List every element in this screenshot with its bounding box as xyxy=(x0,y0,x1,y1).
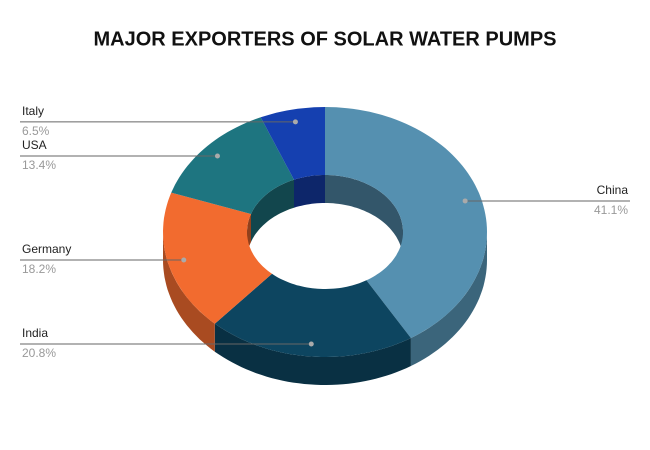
category-label: China xyxy=(597,183,629,197)
category-label: Germany xyxy=(22,242,71,256)
slice xyxy=(163,192,272,324)
slice xyxy=(214,273,411,357)
value-label: 6.5% xyxy=(22,124,50,138)
leader-dot xyxy=(181,257,187,263)
leader-dot xyxy=(292,119,298,125)
chart-title: MAJOR EXPORTERS OF SOLAR WATER PUMPS xyxy=(94,28,557,50)
slice-side xyxy=(214,323,411,385)
slice xyxy=(325,107,487,338)
category-label: USA xyxy=(22,138,47,152)
leader-dot xyxy=(214,153,220,159)
slice-inner-wall xyxy=(294,175,325,208)
slice-side xyxy=(410,232,487,366)
slice-side xyxy=(163,232,215,352)
slice-inner-wall xyxy=(325,175,403,260)
leader-dot xyxy=(462,198,468,204)
value-label: 18.2% xyxy=(22,262,56,276)
slice xyxy=(171,117,294,214)
value-label: 41.1% xyxy=(594,203,628,217)
category-label: India xyxy=(22,326,48,340)
leader-dot xyxy=(308,341,314,347)
slice-inner-wall xyxy=(251,179,294,242)
slice xyxy=(260,107,325,180)
category-label: Italy xyxy=(22,104,44,118)
value-label: 20.8% xyxy=(22,346,56,360)
value-label: 13.4% xyxy=(22,158,56,172)
